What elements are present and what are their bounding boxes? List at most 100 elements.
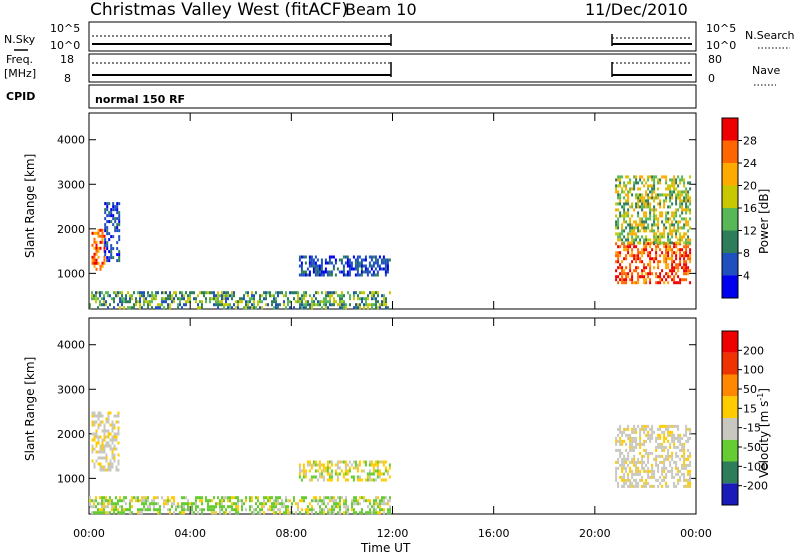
range-gate-cell xyxy=(219,502,221,506)
range-gate-cell xyxy=(677,478,680,482)
range-gate-cell xyxy=(631,235,634,239)
range-gate-cell xyxy=(112,208,115,212)
range-gate-cell xyxy=(637,266,640,270)
range-gate-cell xyxy=(627,275,630,279)
range-gate-cell xyxy=(651,184,654,188)
range-gate-cell xyxy=(667,232,670,236)
range-gate-cell xyxy=(663,232,666,236)
range-gate-cell xyxy=(314,255,317,259)
range-gate-cell xyxy=(641,484,644,488)
range-gate-cell xyxy=(641,226,644,230)
range-gate-cell xyxy=(349,294,351,298)
range-gate-cell xyxy=(305,303,307,307)
range-gate-cell xyxy=(101,468,104,472)
range-gate-cell xyxy=(95,267,98,271)
range-gate-cell xyxy=(219,511,221,515)
colorbar-segment xyxy=(722,208,738,231)
range-gate-cell xyxy=(621,484,624,488)
range-gate-cell xyxy=(360,469,363,473)
range-gate-cell xyxy=(653,217,656,221)
range-gate-cell xyxy=(99,420,102,424)
range-gate-cell xyxy=(110,247,113,251)
range-gate-cell xyxy=(329,496,331,500)
range-gate-cell xyxy=(321,291,323,295)
range-gate-cell xyxy=(351,499,353,503)
range-gate-cell xyxy=(667,272,670,276)
range-gate-cell xyxy=(679,202,682,206)
range-gate-cell xyxy=(171,300,173,304)
range-gate-cell xyxy=(147,496,149,500)
range-gate-cell xyxy=(368,472,371,476)
range-gate-cell xyxy=(315,297,317,301)
range-gate-cell xyxy=(617,439,620,443)
range-gate-cell xyxy=(643,241,646,245)
range-gate-cell xyxy=(643,229,646,233)
range-gate-cell xyxy=(323,303,325,307)
range-gate-cell xyxy=(363,496,365,500)
range-gate-cell xyxy=(653,205,656,209)
range-gate-cell xyxy=(300,264,303,268)
range-gate-cell xyxy=(305,300,307,304)
colorbar-tick-label: 16 xyxy=(743,202,757,215)
range-gate-cell xyxy=(111,441,114,445)
range-gate-cell xyxy=(247,300,249,304)
range-gate-cell xyxy=(627,211,630,215)
range-gate-cell xyxy=(333,499,335,503)
range-gate-cell xyxy=(389,291,391,295)
range-gate-cell xyxy=(97,508,99,512)
range-gate-cell xyxy=(341,297,343,301)
range-gate-cell xyxy=(111,465,114,469)
range-gate-cell xyxy=(114,208,117,212)
range-gate-cell xyxy=(197,306,199,310)
range-gate-cell xyxy=(621,433,624,437)
range-gate-cell xyxy=(241,300,243,304)
range-gate-cell xyxy=(137,508,139,512)
range-gate-cell xyxy=(621,478,624,482)
range-gate-cell xyxy=(342,255,345,259)
range-gate-cell xyxy=(117,432,120,436)
range-gate-cell xyxy=(195,505,197,509)
range-gate-cell xyxy=(338,258,341,262)
range-gate-cell xyxy=(143,502,145,506)
range-gate-cell xyxy=(308,478,311,482)
range-gate-cell xyxy=(116,229,119,233)
range-gate-cell xyxy=(382,460,385,464)
range-gate-cell xyxy=(659,436,662,440)
range-gate-cell xyxy=(199,496,201,500)
range-gate-cell xyxy=(185,496,187,500)
range-gate-cell xyxy=(302,475,305,479)
colorbar-segment xyxy=(722,140,738,163)
range-gate-cell xyxy=(665,196,668,200)
range-gate-cell xyxy=(623,184,626,188)
range-gate-cell xyxy=(303,499,305,503)
range-gate-cell xyxy=(689,430,692,434)
range-gate-cell xyxy=(114,220,117,224)
power-panel-frame xyxy=(88,112,697,310)
range-gate-cell xyxy=(314,463,317,467)
range-gate-cell xyxy=(665,481,668,485)
range-gate-cell xyxy=(334,273,337,277)
range-gate-cell xyxy=(241,499,243,503)
range-gate-cell xyxy=(145,300,147,304)
range-gate-cell xyxy=(99,240,102,244)
range-gate-cell xyxy=(685,430,688,434)
range-gate-cell xyxy=(671,184,674,188)
range-gate-cell xyxy=(675,241,678,245)
range-gate-cell xyxy=(346,463,349,467)
range-gate-cell xyxy=(155,496,157,500)
range-gate-cell xyxy=(627,199,630,203)
range-gate-cell xyxy=(237,511,239,515)
range-gate-cell xyxy=(683,226,686,230)
range-gate-cell xyxy=(93,505,95,509)
range-gate-cell xyxy=(115,432,118,436)
range-gate-cell xyxy=(199,291,201,295)
range-gate-cell xyxy=(115,438,118,442)
range-gate-cell xyxy=(110,250,113,254)
range-gate-cell xyxy=(667,193,670,197)
range-gate-cell xyxy=(155,297,157,301)
range-gate-cell xyxy=(383,294,385,298)
range-gate-cell xyxy=(679,448,682,452)
range-gate-cell xyxy=(653,184,656,188)
range-gate-cell xyxy=(667,184,670,188)
range-gate-cell xyxy=(364,255,367,259)
